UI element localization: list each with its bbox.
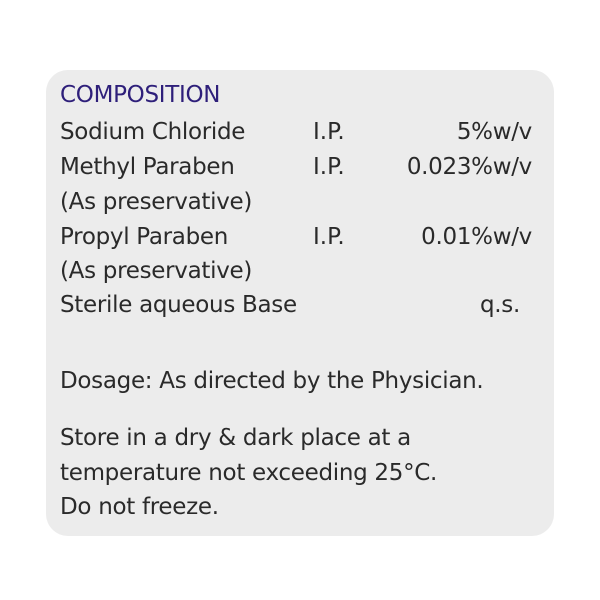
ingredient-name: Sterile aqueous Base <box>60 292 297 318</box>
composition-title: COMPOSITION <box>60 82 221 108</box>
ingredient-grade: I.P. <box>313 154 345 180</box>
storage-line: Store in a dry & dark place at a <box>60 425 411 451</box>
ingredient-value: 0.01%w/v <box>421 224 532 250</box>
ingredient-grade: I.P. <box>313 119 345 145</box>
ingredient-name: Propyl Paraben <box>60 224 229 250</box>
ingredient-value: 0.023%w/v <box>406 154 532 180</box>
ingredient-name: Sodium Chloride <box>60 119 246 145</box>
dosage-text: Dosage: As directed by the Physician. <box>60 368 484 394</box>
ingredient-grade: I.P. <box>313 224 345 250</box>
ingredient-name: Methyl Paraben <box>60 154 235 180</box>
storage-line: Do not freeze. <box>60 494 219 520</box>
storage-line: temperature not exceeding 25°C. <box>60 460 438 486</box>
ingredient-note: (As preservative) <box>60 258 253 284</box>
ingredient-note: (As preservative) <box>60 189 253 215</box>
ingredient-value: q.s. <box>479 292 520 318</box>
product-label <box>46 70 554 536</box>
ingredient-value: 5%w/v <box>456 119 532 145</box>
